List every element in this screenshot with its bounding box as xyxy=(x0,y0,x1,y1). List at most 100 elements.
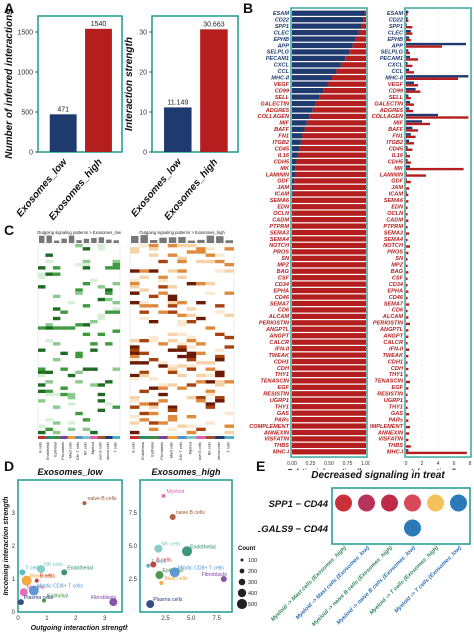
heatmap-cell xyxy=(224,247,234,251)
bar-low-cdh5 xyxy=(292,158,297,165)
pathway-label: SELPLG xyxy=(381,50,404,56)
bar-low-clec xyxy=(292,29,359,36)
heatmap-cell xyxy=(205,367,216,371)
heatmap-cell xyxy=(186,383,197,387)
bar-high-tenascin xyxy=(406,380,410,384)
bar-high-mhc-ii xyxy=(406,77,458,80)
bar-low-sell xyxy=(406,94,409,97)
heatmap-cell xyxy=(167,310,178,314)
heatmap-cell xyxy=(167,253,178,257)
point-plasma-cells xyxy=(146,600,155,609)
pathway-label: MK xyxy=(280,166,290,172)
heatmap-cell xyxy=(167,370,178,375)
bar-high-bag xyxy=(292,268,366,274)
heatmap-cell xyxy=(215,373,225,378)
column-color-strip xyxy=(158,436,168,439)
plot-frame xyxy=(290,7,368,458)
pathway-label: CXCL xyxy=(274,63,290,69)
pathway-label: GDF xyxy=(277,179,289,185)
heatmap-cell xyxy=(177,320,187,324)
bar-high-epha xyxy=(292,287,366,294)
pathway-label: ESAM xyxy=(387,11,404,17)
heatmap-cell xyxy=(82,263,91,267)
point-label: Fibroblasts xyxy=(91,595,117,601)
heatmap-cell xyxy=(139,361,149,365)
bar-high-notch xyxy=(406,245,410,248)
heatmap-cell xyxy=(205,291,216,295)
bar-low-sell xyxy=(292,94,320,100)
heatmap-cell xyxy=(196,396,206,400)
row-label: SPP1 − CD44 xyxy=(269,499,329,510)
heatmap-cell xyxy=(158,421,168,425)
bar-high-ugrp1 xyxy=(406,400,408,403)
pathway-label: CD45 xyxy=(389,146,404,152)
heatmap-cell xyxy=(196,399,206,403)
point-label: Endothelial xyxy=(190,544,216,550)
bar-high-jam xyxy=(406,187,410,190)
bar-high-fn1 xyxy=(302,133,366,139)
bar-high-mpz xyxy=(406,264,408,268)
bar-high-esam xyxy=(364,10,366,16)
pathway-label: NOTCH xyxy=(383,243,404,249)
heatmap-cell xyxy=(139,244,149,248)
column-color-strip xyxy=(112,436,120,439)
bar-high-pecam1 xyxy=(406,58,418,61)
pathway-label: GAS xyxy=(391,411,403,417)
panel-a-strength-chart: 010203011.149Exosomes_low30.663Exosomes_… xyxy=(124,15,239,222)
heatmap-cell xyxy=(177,256,187,261)
heatmap-cell xyxy=(148,304,159,308)
dot-0-5 xyxy=(450,494,467,512)
plot-frame xyxy=(17,479,123,613)
y-tick-label: 1000 xyxy=(17,70,33,77)
heatmap-cell xyxy=(82,259,91,264)
heatmap-cell xyxy=(67,396,76,400)
heatmap-cell xyxy=(196,351,206,356)
bar-low-adgre5 xyxy=(406,107,410,110)
pathway-label: GAS xyxy=(277,411,289,417)
heatmap-cell xyxy=(139,389,149,394)
heatmap-cell xyxy=(158,364,168,368)
heatmap-cell xyxy=(148,244,159,248)
bar-exosomes-low xyxy=(164,107,192,152)
heatmap-cell xyxy=(215,310,225,314)
bar-high-mif xyxy=(306,120,366,126)
bar-low-vegf xyxy=(406,81,414,84)
column-color-strip xyxy=(130,436,140,439)
heatmap-column-label: naive B cells xyxy=(98,442,102,460)
column-summary-bar xyxy=(159,237,167,243)
pathway-label: ITGB2 xyxy=(387,140,404,146)
bar-low-itgb2 xyxy=(406,139,410,142)
bar-high-cxcl xyxy=(340,62,366,68)
pathway-label: CDH xyxy=(391,366,404,372)
bar-high-adgre5 xyxy=(312,107,366,113)
heatmap-cell xyxy=(167,418,178,422)
heatmap-cell xyxy=(186,424,197,428)
heatmap-cell xyxy=(148,339,159,343)
heatmap-cell xyxy=(97,316,106,321)
heatmap-cell xyxy=(90,348,98,352)
heatmap-cell xyxy=(167,427,178,432)
heatmap-cell xyxy=(130,373,140,378)
pathway-label: SEMA4 xyxy=(384,237,404,243)
heatmap-cell xyxy=(52,421,61,425)
bar-high-visfatin xyxy=(406,438,409,442)
pathway-label: THY1 xyxy=(389,404,403,410)
heatmap-cell xyxy=(205,361,216,365)
heatmap-cell xyxy=(167,294,178,299)
heatmap-cell xyxy=(186,430,197,435)
heatmap-cell xyxy=(75,351,83,356)
heatmap-cell xyxy=(45,427,53,432)
x-tick-label: 1 xyxy=(45,616,49,622)
heatmap-cell xyxy=(45,370,53,375)
bar-high-sn xyxy=(292,255,366,261)
heatmap-cell xyxy=(52,342,61,346)
heatmap-title: Outgoing signaling patterns > Exosomes_h… xyxy=(139,230,225,235)
pathway-label: CALCR xyxy=(269,340,289,346)
heatmap-cell xyxy=(158,278,168,283)
heatmap-cell xyxy=(186,244,197,248)
heatmap-cell xyxy=(112,405,120,409)
bar-high-spp1 xyxy=(361,23,366,29)
pathway-label: BAG xyxy=(277,269,290,275)
column-summary-bar xyxy=(61,238,67,243)
column-color-strip xyxy=(196,436,206,439)
